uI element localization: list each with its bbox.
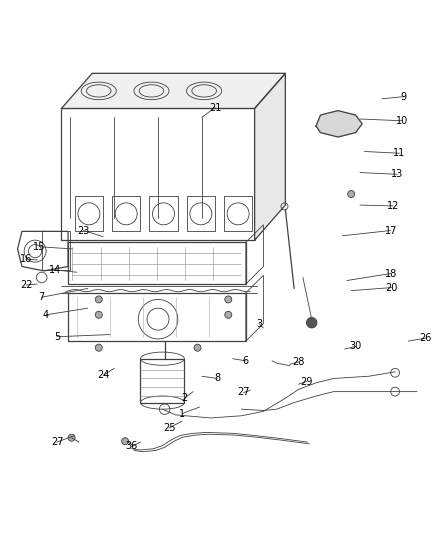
Text: 17: 17 <box>384 225 396 236</box>
Text: 12: 12 <box>386 201 398 211</box>
Text: 15: 15 <box>33 242 46 252</box>
Text: 1: 1 <box>179 409 185 418</box>
Text: 27: 27 <box>51 437 63 447</box>
Bar <box>140 359 184 402</box>
Text: 22: 22 <box>20 280 32 290</box>
Circle shape <box>121 438 128 445</box>
Text: 8: 8 <box>214 374 220 383</box>
Text: 2: 2 <box>181 393 187 403</box>
Text: 21: 21 <box>208 102 221 112</box>
Bar <box>74 196 103 231</box>
Text: 23: 23 <box>77 225 89 236</box>
Text: 14: 14 <box>49 265 61 275</box>
Circle shape <box>95 344 102 351</box>
Text: 27: 27 <box>237 387 249 398</box>
Text: 5: 5 <box>54 332 60 342</box>
Polygon shape <box>254 74 285 240</box>
Text: 16: 16 <box>20 254 32 264</box>
Circle shape <box>95 296 102 303</box>
Text: 6: 6 <box>242 356 248 366</box>
Text: 25: 25 <box>162 423 175 433</box>
Polygon shape <box>315 111 361 137</box>
Bar <box>68 293 245 341</box>
Circle shape <box>68 434 75 441</box>
Text: 26: 26 <box>419 333 431 343</box>
Text: 10: 10 <box>395 116 407 126</box>
Bar <box>223 196 252 231</box>
Text: 30: 30 <box>349 342 361 351</box>
Text: 20: 20 <box>385 282 397 293</box>
Polygon shape <box>61 74 285 108</box>
Text: 28: 28 <box>292 357 304 367</box>
Circle shape <box>224 311 231 318</box>
Bar <box>112 196 140 231</box>
Text: 11: 11 <box>392 148 405 158</box>
Text: 29: 29 <box>300 376 312 386</box>
Bar <box>42 230 70 270</box>
Text: 3: 3 <box>255 319 261 328</box>
Text: 24: 24 <box>97 370 109 381</box>
Bar <box>186 196 215 231</box>
Text: 7: 7 <box>39 292 45 302</box>
Bar <box>149 196 177 231</box>
Circle shape <box>194 344 201 351</box>
Circle shape <box>326 112 348 134</box>
Text: 36: 36 <box>125 441 138 451</box>
Circle shape <box>95 311 102 318</box>
Text: 9: 9 <box>400 92 406 102</box>
Circle shape <box>224 296 231 303</box>
Text: 18: 18 <box>384 269 396 279</box>
Text: 13: 13 <box>390 169 403 179</box>
Circle shape <box>306 318 316 328</box>
Text: 4: 4 <box>43 310 49 320</box>
Bar <box>61 108 254 240</box>
Bar <box>68 243 245 284</box>
Circle shape <box>347 191 354 198</box>
